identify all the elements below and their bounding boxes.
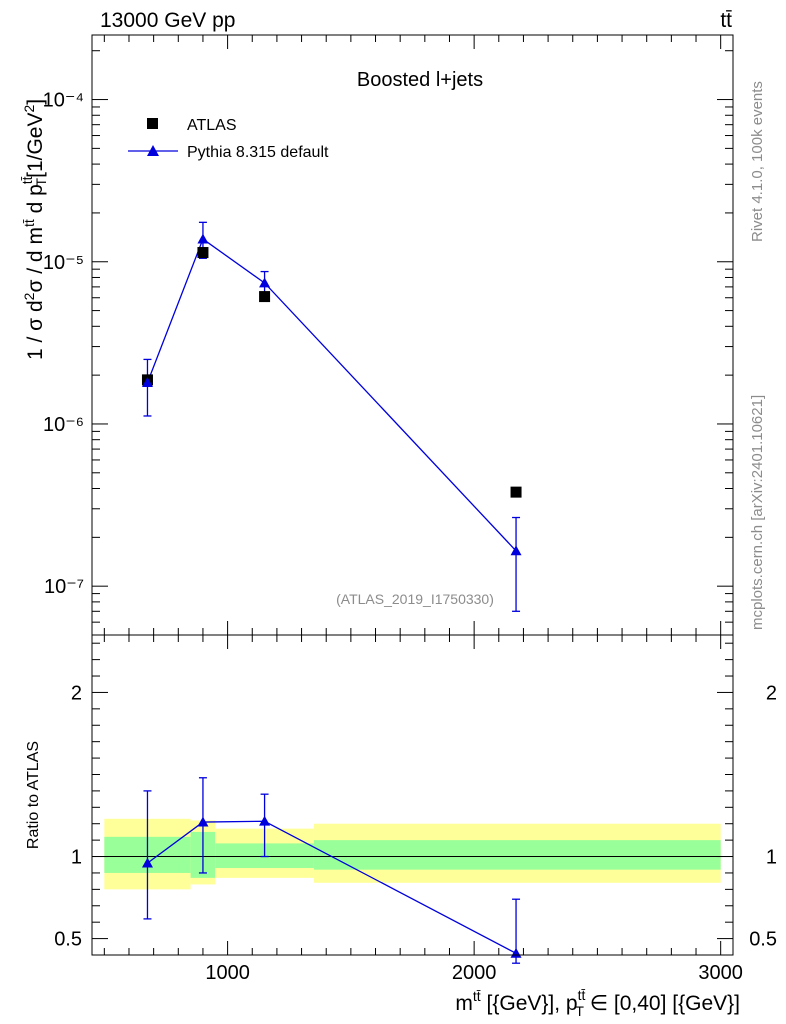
ratio-pythia-point — [259, 815, 271, 826]
atlas-point — [510, 486, 522, 498]
ratio-pythia-point — [197, 816, 209, 827]
atlas-point — [197, 247, 209, 259]
legend-label-pythia: Pythia 8.315 default — [187, 144, 329, 161]
ratio-y-tick-label-left: 0.5 — [54, 929, 82, 951]
atlas-point — [259, 291, 271, 303]
legend: ATLAS Pythia 8.315 default — [128, 117, 329, 161]
legend-marker-pythia — [147, 145, 159, 156]
pythia-point — [197, 233, 209, 244]
pythia-point — [510, 545, 522, 556]
axes: 1000 2000 3000 10⁻⁴ 10⁻⁵ 10⁻⁶ 10⁻⁷ 0.5 0.5 1 1 2 2 — [43, 34, 777, 984]
ratio-plot-frame — [91, 634, 734, 956]
pythia-point — [141, 377, 153, 387]
legend-marker-atlas — [147, 118, 158, 129]
y-tick-label: 10⁻⁴ — [43, 90, 84, 112]
x-axis-label: mtt̄ [{GeV}], ptt̄ T ∈ [0,40] [{GeV}] — [455, 987, 740, 1019]
x-tick-label: 3000 — [698, 962, 743, 984]
y-axis-label-ratio: Ratio to ATLAS — [25, 741, 42, 849]
y-tick-label: 10⁻⁵ — [43, 252, 84, 274]
ratio-pythia-point — [141, 857, 153, 868]
header-left: 13000 GeV pp — [100, 9, 235, 32]
plot-title: Boosted l+jets — [357, 69, 483, 91]
ratio-y-tick-label-right: 0.5 — [749, 929, 777, 951]
x-tick-label: 2000 — [452, 962, 497, 984]
header-right: tt̄ — [720, 9, 732, 32]
ratio-pythia-point — [510, 947, 522, 958]
analysis-annotation: (ATLAS_2019_I1750330) — [336, 591, 494, 607]
ratio-pythia-line — [147, 820, 517, 954]
y-tick-label: 10⁻⁶ — [43, 414, 84, 436]
ratio-y-tick-label-left: 2 — [71, 682, 82, 704]
x-tick-label: 1000 — [205, 962, 250, 984]
legend-label-atlas: ATLAS — [187, 117, 237, 134]
ratio-plot-data — [141, 777, 522, 964]
y-axis-label-main: 1 / σ d2σ / d mtt̄ d ptt̄T[1/GeV2] — [19, 99, 49, 360]
ratio-y-tick-label-left: 1 — [71, 847, 82, 869]
ratio-y-tick-label-right: 2 — [766, 682, 777, 704]
pythia-line — [146, 238, 517, 552]
main-plot-data — [141, 221, 522, 612]
y-tick-label: 10⁻⁷ — [44, 576, 84, 598]
ratio-uncertainty-bands — [104, 818, 721, 890]
uncertainty-band-inner — [313, 840, 721, 870]
rivet-label: Rivet 4.1.0, 100k events — [749, 81, 766, 242]
mcplots-label: mcplots.cern.ch [arXiv:2401.10621] — [749, 395, 766, 630]
ratio-y-tick-label-right: 1 — [766, 847, 777, 869]
pythia-point — [259, 277, 271, 288]
